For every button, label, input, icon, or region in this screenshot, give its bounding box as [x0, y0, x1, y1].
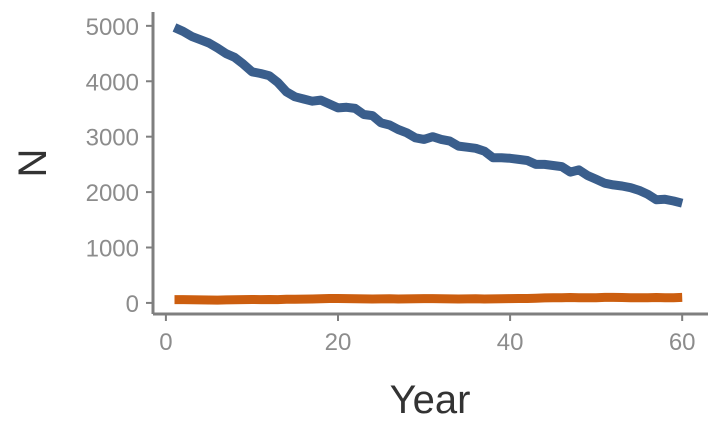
- plot-area: [172, 23, 684, 305]
- y-tick-label: 1000: [86, 236, 139, 263]
- series-line-1: [172, 23, 684, 208]
- x-tick-label: 60: [669, 329, 696, 356]
- x-tick-label: 0: [159, 329, 172, 356]
- y-tick-label: 4000: [86, 69, 139, 96]
- x-tick-label: 20: [325, 329, 352, 356]
- y-tick-label: 2000: [86, 180, 139, 207]
- x-axis-title: Year: [390, 378, 471, 422]
- x-ticks: 0 20 40 60: [159, 314, 696, 356]
- y-axis-title: N: [11, 149, 55, 178]
- y-ticks: 0 1000 2000 3000 4000 5000: [86, 14, 153, 318]
- series-line-2: [174, 292, 683, 305]
- y-tick-label: 0: [126, 291, 139, 318]
- y-tick-label: 5000: [86, 14, 139, 41]
- y-tick-label: 3000: [86, 125, 139, 152]
- x-tick-label: 40: [497, 329, 524, 356]
